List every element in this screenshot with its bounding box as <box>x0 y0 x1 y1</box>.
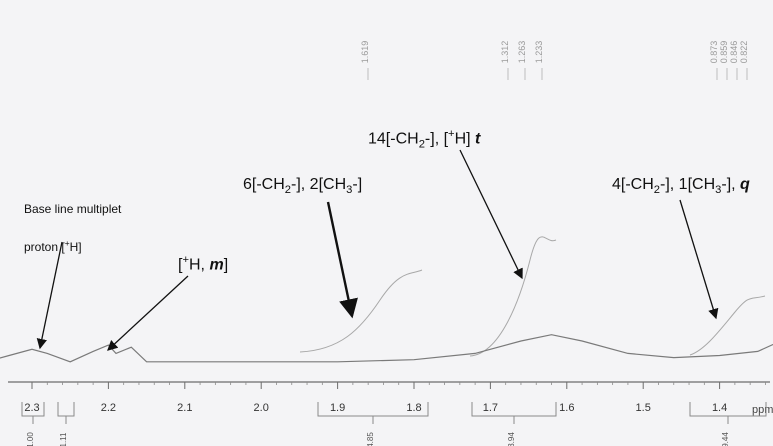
annotation-baseline-proton-text: proton [ <box>24 240 65 254</box>
annotation-baseline-line1: Base line multiplet <box>24 202 122 216</box>
annotation-a3-part1: 6[-CH <box>243 176 285 193</box>
annotation-hm-m: m <box>209 256 224 274</box>
annotation-a4-part2: -], [ <box>424 130 449 148</box>
annotation-a4-sup: + <box>448 128 455 140</box>
annotation-baseline-sup: + <box>64 238 70 248</box>
integral-curve-1-6 <box>299 269 423 353</box>
arrow-1-6ppm <box>326 201 358 319</box>
integral-2-20-bracket <box>57 402 75 417</box>
arrow-baseline <box>36 241 63 350</box>
arrow-quartet <box>679 199 719 320</box>
x-tick-label: 1.8 <box>406 402 421 414</box>
x-tick-label: 1.4 <box>712 402 727 414</box>
x-axis: 2.32.22.12.01.91.81.71.61.51.41.31.21.11… <box>8 381 773 416</box>
annotation-a3-sub1: 2 <box>284 184 292 197</box>
annotation-a5-part1: 4[-CH <box>612 176 654 193</box>
x-axis-label: ppm <box>752 404 773 416</box>
annotation-hm-close: ] <box>223 256 229 274</box>
peak-label-0.846: 0.846 <box>729 41 739 64</box>
integral-2-30-value: 1.00 <box>26 432 35 446</box>
peak-label-0.873: 0.873 <box>709 41 719 64</box>
annotation-ch2-triplet: 14[-CH2-], [+H] t <box>368 128 480 151</box>
annotation-h-multiplet: [+H, m] <box>178 254 228 274</box>
annotation-a5-sub1: 2 <box>653 184 661 197</box>
annotation-baseline-end: H] <box>69 240 82 254</box>
annotation-a5-q: q <box>740 176 750 193</box>
annotation-hm-open: [ <box>178 256 183 274</box>
integral-2-20-value: 1.11 <box>59 432 68 446</box>
integral-0-85-value: 9.44 <box>721 432 730 446</box>
annotation-a3-part3: -] <box>352 176 363 193</box>
integral-curve-0-85 <box>689 295 766 356</box>
annotation-arrow-group <box>36 149 719 351</box>
annotation-a5-part3: -], <box>721 176 741 193</box>
annotation-a4-part1: 14[-CH <box>368 130 419 148</box>
annotation-a4-t: t <box>475 130 481 148</box>
integral-curve-group <box>299 236 766 357</box>
peak-label-1.312: 1.312 <box>500 41 510 64</box>
arrow-h-multiplet <box>107 275 189 351</box>
x-tick-label: 1.6 <box>559 402 574 414</box>
annotation-a4-part3: H] <box>454 130 476 148</box>
arrow-triplet <box>459 149 523 280</box>
spectrum-trace <box>0 334 773 363</box>
peak-label-group: 1.619 1.312 1.263 1.233 0.873 0.859 0.846 0.822 <box>360 41 749 80</box>
peak-label-1.233: 1.233 <box>534 41 544 64</box>
x-tick-label: 2.3 <box>24 402 39 414</box>
peak-label-1.263: 1.263 <box>517 41 527 64</box>
annotation-a3-part2: -], 2[CH <box>291 176 347 193</box>
annotation-baseline-multiplet: Base line multiplet proton [+H] <box>24 192 121 264</box>
x-tick-label: 2.0 <box>254 402 269 414</box>
peak-label-0.859: 0.859 <box>719 41 729 64</box>
annotation-a4-sub1: 2 <box>418 138 425 151</box>
x-tick-label: 2.1 <box>177 402 192 414</box>
integral-curve-1-26 <box>469 236 557 357</box>
x-tick-label: 1.5 <box>636 402 651 414</box>
annotation-baseline-line2: proton [+H] <box>24 226 121 264</box>
annotation-hm-sup: + <box>182 254 189 266</box>
integral-1-26-value: 3.94 <box>507 432 516 446</box>
annotation-ch2-ch3-quartet: 4[-CH2-], 1[CH3-], q <box>612 176 750 196</box>
x-tick-label: 1.9 <box>330 402 345 414</box>
integral-bracket-group: 1.00 1.11 4.85 3.94 9.44 <box>21 402 767 446</box>
x-tick-label: 2.2 <box>101 402 116 414</box>
peak-label-0.822: 0.822 <box>739 41 749 64</box>
annotation-a3-sub2: 3 <box>346 184 353 197</box>
annotation-hm-mid: H, <box>189 256 210 274</box>
integral-1-65-value: 4.85 <box>366 432 375 446</box>
annotation-a5-sub2: 3 <box>715 184 722 197</box>
annotation-ch2-ch3-1-6ppm: 6[-CH2-], 2[CH3-] <box>243 176 362 196</box>
annotation-a5-part2: -], 1[CH <box>660 176 716 193</box>
x-tick-label: 1.7 <box>483 402 498 414</box>
spectrum-trace-group <box>0 334 773 363</box>
peak-label-1.619: 1.619 <box>360 41 370 64</box>
